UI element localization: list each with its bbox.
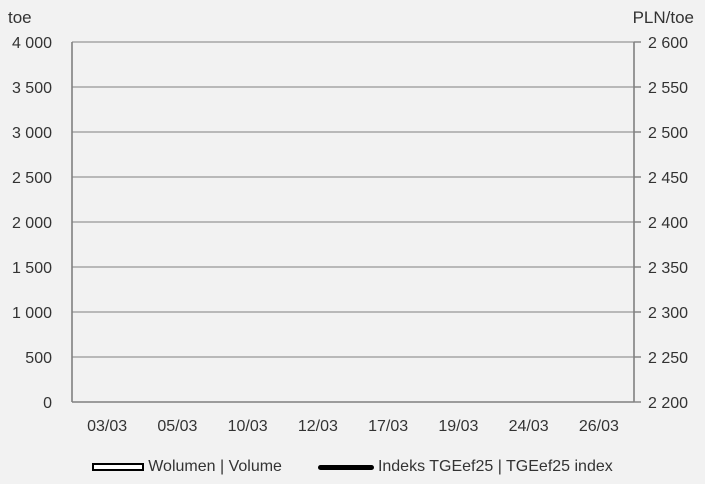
x-tick-label: 12/03 (298, 418, 338, 435)
x-tick-label: 26/03 (579, 418, 619, 435)
right-y-axis-ticks: 2 200 2 250 2 300 2 350 2 400 2 450 2 500 2 550… (634, 35, 688, 412)
left-tick-label: 500 (25, 350, 52, 367)
left-tick-label: 1 000 (12, 305, 52, 322)
left-tick-label: 2 000 (12, 215, 52, 232)
left-tick-label: 3 500 (12, 80, 52, 97)
volume-swatch (92, 463, 145, 471)
left-y-axis-ticks: 0 500 1 000 1 500 2 000 2 500 3 000 3 500 4 000 (12, 35, 52, 412)
right-tick-label: 2 300 (648, 305, 688, 322)
left-tick-label: 2 500 (12, 170, 52, 187)
legend-item-volume: Wolumen | Volume (92, 458, 282, 476)
gridlines (72, 41, 634, 358)
right-tick-label: 2 400 (648, 215, 688, 232)
right-tick-label: 2 450 (648, 170, 688, 187)
right-tick-label: 2 550 (648, 80, 688, 97)
left-tick-label: 0 (43, 395, 52, 412)
legend-item-index: Indeks TGEef25 | TGEef25 index (317, 458, 613, 476)
x-tick-label: 19/03 (438, 418, 478, 435)
left-tick-label: 3 000 (12, 125, 52, 142)
left-tick-label: 4 000 (12, 35, 52, 52)
legend-label-volume: Wolumen | Volume (148, 458, 282, 475)
x-tick-label: 10/03 (228, 418, 268, 435)
right-tick-label: 2 350 (648, 260, 688, 277)
right-y-axis-unit: PLN/toe (633, 8, 694, 27)
right-tick-label: 2 200 (648, 395, 688, 412)
legend-label-index: Indeks TGEef25 | TGEef25 index (377, 458, 613, 475)
x-axis-ticks: 03/03 05/03 10/03 12/03 17/03 19/03 24/03 26/03 (87, 418, 619, 435)
legend: Wolumen | Volume Indeks TGEef25 | TGEef2… (0, 454, 705, 480)
left-tick-label: 1 500 (12, 260, 52, 277)
right-tick-label: 2 600 (648, 35, 688, 52)
right-tick-label: 2 500 (648, 125, 688, 142)
x-tick-label: 24/03 (509, 418, 549, 435)
x-tick-label: 05/03 (157, 418, 197, 435)
x-tick-label: 03/03 (87, 418, 127, 435)
left-y-axis-unit: toe (8, 8, 32, 27)
right-tick-label: 2 250 (648, 350, 688, 367)
x-tick-label: 17/03 (368, 418, 408, 435)
index-swatch (317, 464, 374, 470)
